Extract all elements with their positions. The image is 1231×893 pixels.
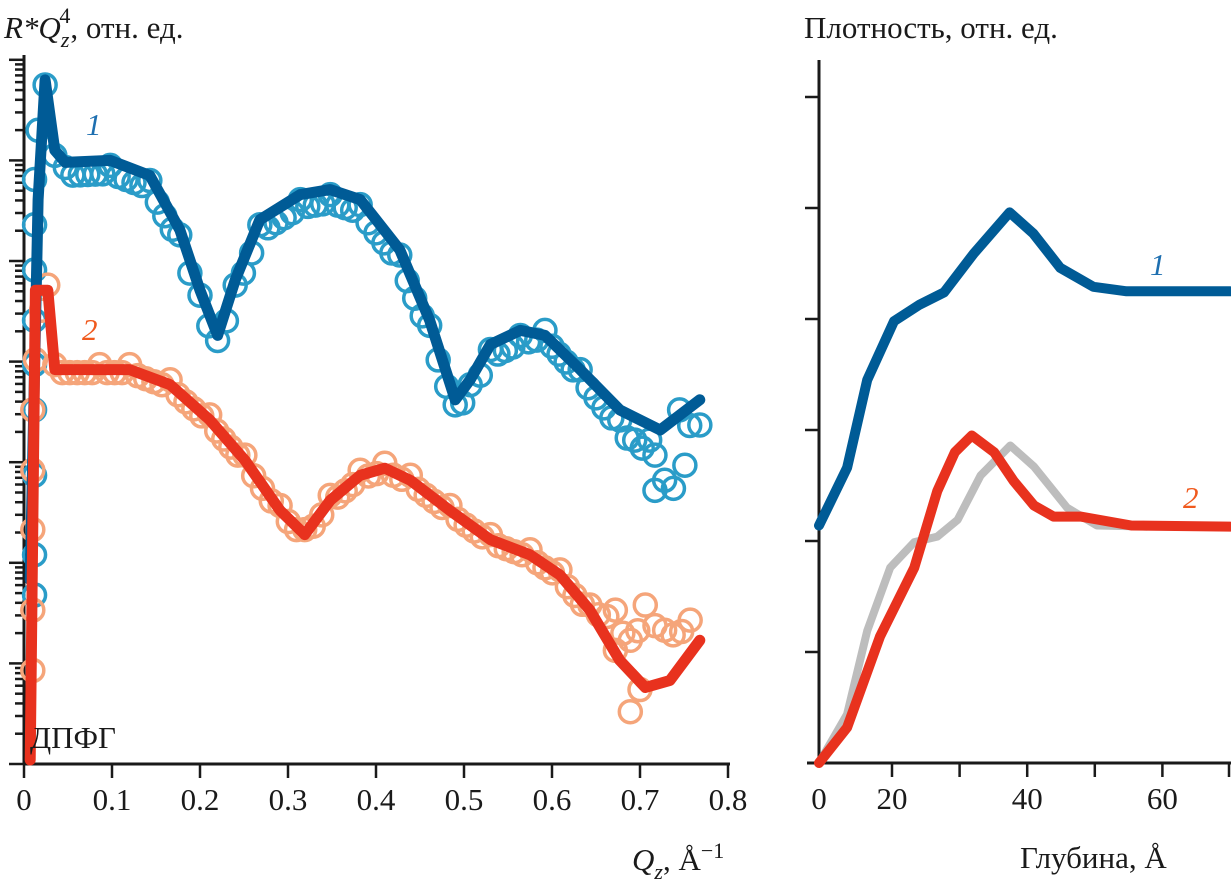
left-x-tick-label: 0.1	[93, 782, 132, 817]
left-x-tick-label: 0.7	[621, 782, 660, 817]
left-x-axis-title: Qz, Å−1	[632, 838, 724, 884]
left-x-tick-label: 0.6	[533, 782, 572, 817]
data-point-series-2	[625, 617, 651, 644]
left-x-tick-label: 0.3	[269, 782, 308, 817]
data-point-series-1	[621, 427, 648, 453]
profile-line-series-reference	[815, 441, 1151, 767]
right-x-tick-label: 0	[811, 781, 827, 816]
left-x-tick-label: 0.2	[181, 782, 220, 817]
data-point-series-1	[672, 452, 698, 478]
data-point-series-1	[642, 442, 668, 468]
sample-annotation: ДПФГ	[30, 720, 116, 755]
series-label-2-right: 2	[1183, 480, 1199, 515]
series-label-1-right: 1	[1150, 247, 1166, 282]
series-label-1-left: 1	[86, 107, 102, 142]
reflectivity-panel: 0 0.1 0.2 0.3 0.4 0.5 0.6 0.7 0.8	[9, 55, 747, 817]
data-point-series-1	[629, 435, 655, 461]
profile-line-series-2	[814, 430, 1231, 768]
fit-line-series-2	[24, 284, 706, 766]
left-x-tick-label: 0.5	[445, 782, 484, 817]
data-point-series-1	[660, 475, 687, 502]
left-x-tick-label: 0.8	[709, 782, 748, 817]
profile-line-series-1	[814, 207, 1231, 531]
density-panel: 0 20 40 60	[805, 60, 1231, 816]
data-point-series-2	[632, 592, 659, 618]
right-x-tick-label: 20	[877, 781, 908, 816]
right-x-axis-title: Глубина, Å	[1020, 840, 1167, 875]
data-point-series-1	[642, 477, 668, 504]
data-point-series-2	[602, 597, 629, 623]
right-x-tick-label: 60	[1147, 781, 1178, 816]
data-point-series-1	[137, 167, 163, 194]
series-label-2-left: 2	[82, 312, 98, 347]
right-y-axis-title: Плотность, отн. ед.	[804, 10, 1058, 45]
fit-line-series-1	[24, 74, 706, 586]
data-point-series-2	[677, 607, 703, 633]
data-point-series-1	[676, 412, 703, 439]
left-x-tick-label: 0	[16, 782, 32, 817]
data-point-series-2	[617, 698, 644, 725]
data-point-series-1	[687, 412, 713, 438]
left-x-tick-label: 0.4	[357, 782, 396, 817]
right-x-tick-label: 40	[1012, 781, 1043, 816]
left-y-axis-title: R*Qz4, отн. ед.	[3, 3, 184, 52]
